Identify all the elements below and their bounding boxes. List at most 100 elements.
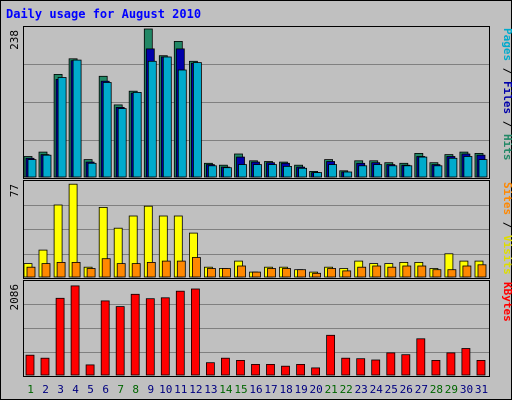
bar-kbytes-day-27: [416, 338, 426, 376]
x-tick-label-day-4: 4: [72, 383, 79, 396]
x-tick-label-day-21: 21: [325, 383, 338, 396]
bar-pages-day-9: [147, 60, 157, 178]
bar-sites-day-28: [432, 269, 442, 278]
legend-hits: Hits: [501, 134, 512, 161]
bar-kbytes-day-10: [160, 297, 170, 376]
bar-sites-day-9: [146, 261, 156, 278]
bar-pages-day-25: [388, 165, 398, 178]
bar-pages-day-21: [328, 164, 338, 178]
panel-mid: 77 Sites / Visits: [8, 180, 512, 279]
bar-pages-day-5: [87, 162, 97, 178]
bar-sites-day-18: [282, 268, 291, 278]
bar-pages-day-27: [418, 156, 428, 178]
bar-pages-day-19: [298, 167, 308, 178]
x-tick-label-day-17: 17: [264, 383, 277, 396]
panel-top: 238 Pages / Files / Hits: [8, 26, 512, 179]
bar-pages-day-8: [132, 92, 142, 178]
x-tick-label-day-16: 16: [249, 383, 262, 396]
x-tick-label-day-9: 9: [147, 383, 154, 396]
x-tick-label-day-5: 5: [87, 383, 94, 396]
bar-pages-day-7: [117, 108, 127, 178]
bar-sites-day-31: [477, 264, 487, 278]
bar-pages-day-6: [102, 82, 112, 178]
bar-sites-day-11: [176, 260, 186, 278]
bar-pages-day-18: [283, 165, 292, 178]
x-tick-label-day-18: 18: [279, 383, 292, 396]
bar-kbytes-day-31: [476, 359, 486, 376]
x-tick-label-day-15: 15: [234, 383, 247, 396]
legend-sites: Sites: [501, 182, 512, 215]
bar-pages-day-30: [463, 156, 473, 178]
bar-pages-day-10: [162, 56, 172, 178]
bar-sites-day-3: [56, 261, 66, 278]
bar-kbytes-day-21: [326, 334, 336, 376]
bar-kbytes-day-20: [311, 367, 321, 376]
bar-kbytes-day-2: [40, 357, 50, 376]
bar-pages-day-26: [403, 165, 413, 178]
bar-pages-day-3: [57, 77, 67, 178]
bar-sites-day-29: [447, 269, 457, 278]
x-tick-label-day-30: 30: [460, 383, 473, 396]
x-tick-label-day-11: 11: [174, 383, 187, 396]
bar-sites-day-1: [26, 266, 36, 278]
bar-kbytes-day-5: [85, 364, 95, 376]
bar-kbytes-day-22: [341, 357, 351, 376]
panel-top-max-label: 238: [8, 30, 21, 50]
bar-pages-day-31: [478, 159, 488, 178]
bar-sites-day-30: [462, 265, 472, 278]
bar-pages-day-22: [343, 171, 353, 178]
bar-sites-day-16: [252, 271, 261, 278]
bar-kbytes-day-14: [220, 357, 230, 376]
bar-pages-day-12: [192, 62, 202, 178]
bar-pages-day-11: [177, 69, 187, 178]
bar-sites-day-4: [71, 261, 81, 278]
bar-pages-day-15: [238, 164, 247, 178]
bar-sites-day-2: [41, 263, 51, 278]
bar-pages-day-1: [27, 159, 37, 178]
bar-kbytes-day-28: [431, 359, 441, 376]
bar-sites-day-15: [237, 265, 246, 278]
x-tick-label-day-25: 25: [385, 383, 398, 396]
bar-kbytes-day-6: [100, 300, 110, 376]
x-tick-label-day-12: 12: [189, 383, 202, 396]
bar-pages-day-28: [433, 165, 443, 178]
legend-visits: Visits: [501, 235, 512, 275]
bar-kbytes-day-18: [281, 365, 290, 376]
bar-kbytes-day-13: [205, 362, 215, 376]
bar-kbytes-day-3: [55, 297, 65, 376]
bar-sites-day-20: [312, 272, 322, 278]
x-tick-label-day-23: 23: [355, 383, 368, 396]
panel-bottom-legend: KBytes: [501, 282, 512, 322]
bar-pages-day-29: [448, 157, 458, 178]
bar-sites-day-13: [206, 268, 216, 278]
panel-top-legend: Pages / Files / Hits: [501, 28, 512, 161]
bar-kbytes-day-12: [190, 288, 200, 376]
x-tick-label-day-3: 3: [57, 383, 64, 396]
bar-kbytes-day-25: [386, 352, 396, 376]
x-tick-label-day-14: 14: [219, 383, 233, 396]
bar-pages-day-4: [72, 59, 82, 178]
bar-pages-day-2: [42, 154, 52, 178]
bar-sites-day-8: [131, 263, 141, 278]
bar-sites-day-5: [86, 268, 96, 278]
x-tick-label-day-13: 13: [204, 383, 217, 396]
bar-sites-day-12: [191, 257, 201, 278]
x-tick-label-day-22: 22: [340, 383, 353, 396]
legend-pages: Pages: [501, 28, 512, 61]
bar-kbytes-day-1: [25, 354, 35, 376]
bar-kbytes-day-24: [371, 359, 381, 376]
bar-sites-day-7: [116, 263, 126, 278]
x-tick-label-day-7: 7: [117, 383, 124, 396]
legend-kbytes: KBytes: [501, 282, 512, 322]
bar-sites-day-22: [342, 270, 352, 278]
bar-kbytes-day-29: [446, 352, 456, 376]
bar-kbytes-day-26: [401, 354, 411, 376]
bar-kbytes-day-8: [130, 293, 140, 376]
bar-sites-day-24: [372, 265, 382, 278]
bar-pages-day-17: [268, 164, 277, 178]
bar-sites-day-19: [297, 269, 307, 278]
bar-kbytes-day-17: [266, 363, 275, 376]
panel-bottom-max-label: 2086: [8, 284, 21, 311]
x-tick-label-day-27: 27: [415, 383, 428, 396]
